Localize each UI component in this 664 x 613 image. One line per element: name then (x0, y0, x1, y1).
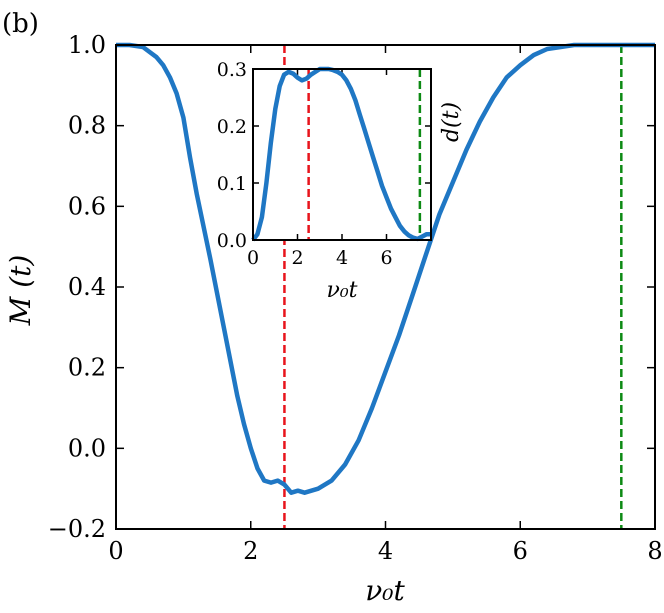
main-tick-labels: 0 2 4 6 8 −0.2 0.0 0.2 0.4 0.6 0.8 1.0 (48, 31, 663, 565)
inset-vlines (307, 69, 422, 240)
y-tick-label: 1.0 (68, 31, 106, 59)
y-tick-label: 0.2 (217, 116, 247, 138)
inset-tick-labels: 0 2 4 6 0.0 0.1 0.2 0.3 (217, 59, 393, 269)
y-tick-label: −0.2 (48, 515, 106, 543)
x-tick-label: 8 (647, 537, 662, 565)
y-tick-label: 0.4 (68, 273, 106, 301)
y-tick-label: 0.8 (68, 112, 106, 140)
y-tick-label: 0.0 (217, 230, 247, 252)
x-tick-label: 0 (247, 247, 259, 269)
y-tick-label: 0.6 (68, 192, 106, 220)
x-tick-label: 6 (513, 537, 528, 565)
main-series-line (116, 42, 655, 495)
y-tick-label: 0.1 (217, 173, 247, 195)
inset-x-axis-label: ν₀t (326, 278, 357, 303)
x-tick-label: 2 (243, 537, 258, 565)
main-plot-frame (115, 44, 656, 530)
main-y-axis-label: M (t) (4, 255, 37, 327)
main-x-axis-label: ν₀t (365, 574, 405, 607)
y-tick-label: 0.3 (217, 59, 247, 81)
main-plot: 0 2 4 6 8 −0.2 0.0 0.2 0.4 0.6 0.8 1.0 ν₀t M (t) (4, 31, 663, 607)
x-tick-label: 6 (380, 247, 392, 269)
x-tick-label: 4 (378, 537, 393, 565)
inset-plot-frame (252, 68, 432, 241)
y-tick-label: 0.0 (68, 434, 106, 462)
main-vlines (283, 45, 623, 529)
x-tick-label: 4 (336, 247, 348, 269)
inset-series-line (251, 66, 431, 242)
inset-background (253, 69, 431, 240)
panel-label: (b) (2, 9, 39, 39)
x-tick-label: 2 (291, 247, 303, 269)
inset-y-axis-label: d(t) (439, 102, 464, 142)
x-tick-label: 0 (108, 537, 123, 565)
y-tick-label: 0.2 (68, 354, 106, 382)
inset-plot: 0 2 4 6 0.0 0.1 0.2 0.3 ν₀t d(t) (217, 59, 464, 303)
